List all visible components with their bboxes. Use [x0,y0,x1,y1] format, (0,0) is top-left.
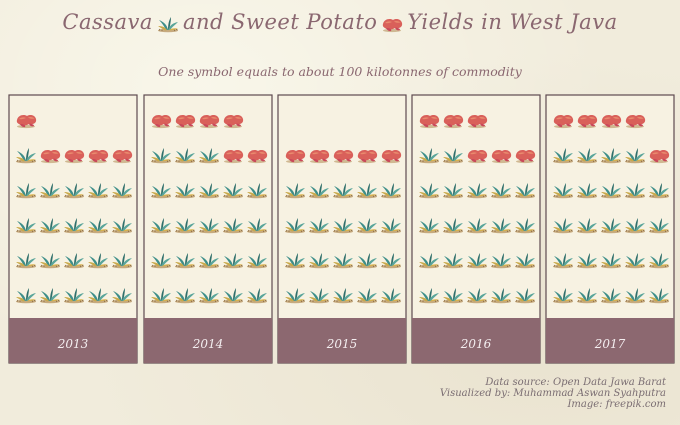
sweet-potato-icon-2016-24 [515,150,536,164]
sweet-potato-icon-2017-24 [649,150,670,164]
sweet-potato-icon-2013-21 [40,150,61,164]
sweet-potato-icon-2013-24 [112,150,133,164]
sweet-potato-icon-2014-26 [175,115,196,129]
sweet-potato-icon-2016-27 [467,115,488,129]
year-label-2016: 2016 [460,337,492,351]
title-part-yields: Yields in West Java [407,10,618,34]
year-band [144,318,272,363]
sweet-potato-icon-2017-28 [625,115,646,129]
sweet-potato-icon-2015-24 [381,150,402,164]
image-credit: Image: freepik.com [567,399,666,410]
sweet-potato-icon-2013-25 [16,115,37,129]
sweet-potato-icon-2016-23 [491,150,512,164]
sweet-potato-icon-2016-26 [443,115,464,129]
sweet-potato-icon-2016-25 [419,115,440,129]
chart-title: Cassava and Sweet Potato Yields in West Ja… [0,10,680,34]
year-panel-2013: 2013 [8,94,138,364]
year-band [278,318,406,363]
sweet-potato-icon-2014-25 [151,115,172,129]
year-label-2013: 2013 [57,337,89,351]
sweet-potato-icon-2014-23 [223,150,244,164]
sweet-potato-icon-2014-24 [247,150,268,164]
title-part-sweet-potato: and Sweet Potato [182,10,378,34]
sweet-potato-icon-2017-27 [601,115,622,129]
year-panel-2014: 2014 [143,94,273,364]
year-panel-2017: 2017 [545,94,675,364]
credits: Data source: Open Data Jawa Barat Visual… [440,377,666,410]
sweet-potato-icon-2014-27 [199,115,220,129]
year-band [9,318,137,363]
year-panel-2016: 2016 [411,94,541,364]
sweet-potato-icon-2016-22 [467,150,488,164]
sweet-potato-icon-2013-22 [64,150,85,164]
year-band [412,318,540,363]
title-part-cassava: Cassava [62,10,153,34]
sweet-potato-icon-2015-20 [285,150,306,164]
sweet-potato-icon-2015-22 [333,150,354,164]
year-panel-2015: 2015 [277,94,407,364]
data-source-credit: Data source: Open Data Jawa Barat [485,377,666,388]
sweet-potato-icon-2015-23 [357,150,378,164]
year-label-2017: 2017 [594,337,626,351]
author-credit: Visualized by: Muhammad Aswan Syahputra [439,388,666,399]
year-label-2015: 2015 [326,337,358,351]
sweet-potato-icon-2014-28 [223,115,244,129]
sweet-potato-icon-2017-26 [577,115,598,129]
sweet-potato-icon-2013-23 [88,150,109,164]
year-band [546,318,674,363]
sweet-potato-icon-2015-21 [309,150,330,164]
sweet-potato-icon-2017-25 [553,115,574,129]
chart-subtitle: One symbol equals to about 100 kilotonne… [158,64,522,79]
year-label-2014: 2014 [192,337,224,351]
